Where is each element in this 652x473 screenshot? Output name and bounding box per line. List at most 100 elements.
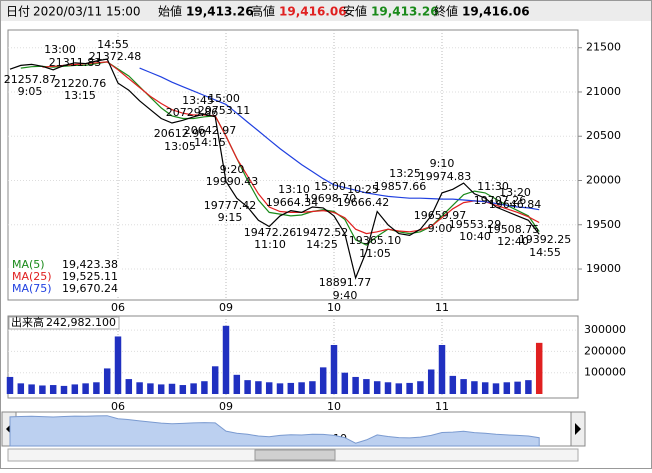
price-annotation: 19698.70: [304, 192, 357, 205]
price-annotation: 19646.84: [489, 198, 542, 211]
y-tick-label: 20500: [586, 129, 621, 142]
price-annotation: 21220.76: [54, 77, 107, 90]
x-tick-label: 09: [219, 400, 233, 413]
volume-bar: [525, 380, 532, 394]
price-annotation: 20729.86: [166, 106, 219, 119]
price-annotation: 19392.25: [519, 233, 572, 246]
price-annotation: 19777.42: [204, 199, 257, 212]
close-label: 終値: [434, 4, 458, 19]
volume-bar: [341, 372, 349, 394]
price-annotation: 13:05: [164, 140, 196, 153]
volume-title-bg: [8, 316, 120, 330]
price-annotation: 10:40: [459, 230, 491, 243]
volume-bar: [319, 367, 327, 394]
volume-bar: [438, 344, 446, 394]
volume-bar: [276, 383, 284, 394]
volume-bar: [244, 380, 251, 394]
volume-bar: [136, 382, 143, 394]
volume-bar: [265, 382, 273, 394]
volume-bar: [190, 383, 197, 394]
y-tick-label: 200000: [584, 344, 626, 357]
volume-bar: [28, 384, 35, 394]
price-annotation: 9:20: [220, 163, 245, 176]
volume-bar: [449, 375, 457, 394]
price-annotation: 13:15: [64, 89, 96, 102]
price-annotation: 19472.26: [244, 226, 297, 239]
legend-value: 19,525.11: [62, 270, 118, 283]
price-annotation: 12:40: [497, 235, 529, 248]
price-annotation: 13:00: [44, 43, 76, 56]
price-annotation: 9:10: [430, 157, 455, 170]
price-annotation: 20753.11: [198, 104, 251, 117]
scroll-thumb[interactable]: [254, 449, 336, 461]
volume-bar: [233, 374, 241, 394]
volume-bar: [471, 381, 478, 394]
legend-name: MA(75): [12, 282, 52, 295]
volume-bar: [179, 385, 187, 394]
volume-bar: [71, 384, 79, 394]
volume-bar: [222, 325, 230, 394]
volume-bar: [503, 382, 511, 394]
y-tick-label: 21500: [586, 41, 621, 54]
volume-value: 242,982.100: [46, 316, 116, 329]
low-label: 安値: [343, 4, 367, 19]
price-annotation: 13:10: [278, 183, 310, 196]
price-annotation: 19365.10: [349, 234, 402, 247]
volume-bar: [114, 336, 122, 394]
volume-bar: [255, 381, 262, 394]
price-annotation: 21257.87: [4, 73, 57, 86]
y-tick-label: 19000: [586, 262, 621, 275]
datetime: 2020/03/11 15:00: [33, 5, 141, 19]
price-annotation: 19974.83: [419, 170, 472, 183]
legend-bg: [10, 271, 120, 283]
ma-line: [139, 67, 540, 211]
volume-bar: [352, 376, 359, 394]
price-panel: [7, 29, 579, 301]
navigator-area: [9, 415, 540, 447]
high-label: 高値: [251, 4, 275, 19]
price-annotation: 13:25: [389, 167, 421, 180]
legend-bg: [10, 259, 120, 271]
price-annotation: 9:00: [428, 222, 453, 235]
volume-bar: [211, 366, 219, 394]
volume-panel: [7, 315, 579, 399]
volume-bar: [481, 382, 489, 394]
price-annotation: 21311.83: [49, 56, 102, 69]
price-annotation: 14:15: [194, 136, 226, 149]
open-label: 始値: [158, 4, 182, 19]
y-tick-label: 20000: [586, 173, 621, 186]
low: 19,413.26: [371, 5, 439, 19]
price-annotation: 19707.26: [474, 194, 527, 207]
high: 19,416.06: [279, 5, 347, 19]
price-annotation: 18891.77: [319, 276, 372, 289]
volume-bar: [39, 385, 46, 394]
legend-value: 19,670.24: [62, 282, 118, 295]
volume-bar: [373, 381, 381, 394]
volume-bar: [417, 381, 424, 394]
volume-bar: [363, 379, 370, 394]
volume-bar: [17, 383, 25, 394]
y-tick-label: 300000: [584, 323, 626, 336]
price-annotation: 11:05: [359, 247, 391, 260]
volume-bar: [147, 383, 154, 394]
volume-bar: [492, 383, 500, 394]
price-annotation: 19990.43: [206, 175, 259, 188]
volume-bar: [330, 344, 338, 394]
volume-bar: [395, 383, 403, 394]
price-annotation: 14:55: [529, 246, 561, 259]
volume-bar: [514, 381, 521, 394]
price-annotation: 15:00: [314, 180, 346, 193]
price-annotation: 13:45: [182, 94, 214, 107]
volume-bar: [406, 382, 413, 394]
price-annotation: 20642.97: [184, 124, 237, 137]
price-annotation: 11:30: [477, 180, 509, 193]
ma-line: [42, 61, 540, 235]
legend-value: 19,423.38: [62, 258, 118, 271]
x-tick-label: 06: [111, 400, 125, 413]
volume-bar: [49, 385, 57, 394]
header-bar: [1, 1, 651, 21]
price-annotation: 11:10: [254, 238, 286, 251]
close: 19,416.06: [462, 5, 530, 19]
open: 19,413.26: [186, 5, 254, 19]
